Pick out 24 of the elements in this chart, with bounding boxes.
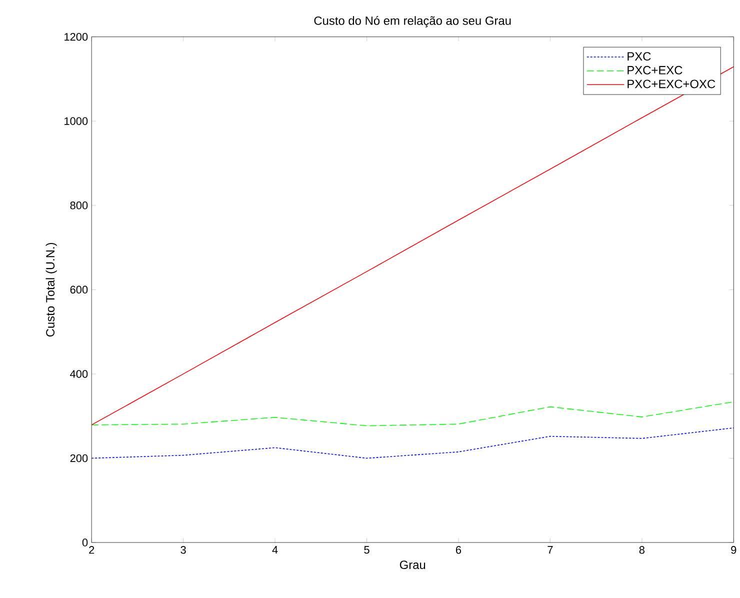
chart-title: Custo do Nó em relação ao seu Grau [314,16,511,28]
legend-label: PXC+EXC+OXC [628,80,716,88]
y-tick-label: 200 [70,454,88,462]
x-tick-label: 6 [456,546,462,554]
x-tick-label: 4 [272,546,278,554]
y-axis-title: Custo Total (U.N.) [46,242,57,336]
line-series [92,427,734,458]
line-series [92,401,734,426]
x-tick-label: 2 [89,546,94,554]
x-tick-label: 9 [731,546,736,554]
y-tick-label: 800 [70,201,88,210]
legend-label: PXC+EXC [628,66,682,74]
y-tick-label: 1000 [64,117,88,125]
x-tick-label: 5 [364,546,370,554]
line-series [92,66,734,426]
x-axis-title: Grau [400,560,426,569]
y-tick-label: 0 [82,538,88,546]
x-tick-label: 8 [639,546,644,554]
y-tick-label: 600 [70,286,88,294]
legend-label: PXC [628,52,651,60]
y-tick-label: 400 [70,370,88,378]
x-tick-label: 7 [548,546,553,554]
x-tick-label: 3 [180,546,186,554]
y-tick-label: 1200 [64,32,88,41]
